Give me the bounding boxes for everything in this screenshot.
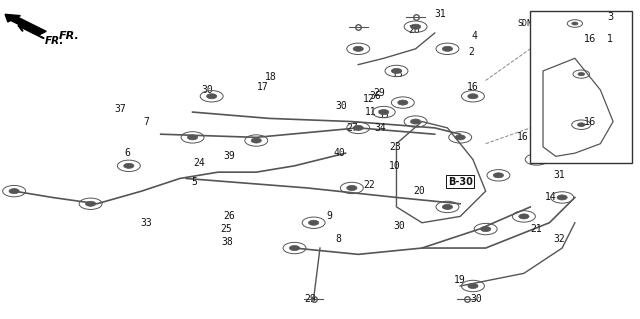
Text: 10: 10 [388,161,401,171]
Text: 32: 32 [553,234,565,243]
Circle shape [347,185,357,190]
Text: 30: 30 [202,85,213,95]
Text: 17: 17 [257,82,269,92]
Text: 20: 20 [413,186,426,196]
Circle shape [442,46,452,51]
Text: 40: 40 [333,148,345,158]
Text: 4: 4 [471,31,477,41]
Circle shape [379,109,389,115]
Text: 23: 23 [389,142,401,152]
Text: 16: 16 [584,107,596,117]
Text: 37: 37 [114,104,126,114]
Circle shape [251,138,261,143]
Bar [531,11,632,163]
Text: 33: 33 [141,218,152,228]
Circle shape [572,22,578,25]
Circle shape [442,204,452,210]
Text: 21: 21 [531,224,543,234]
Text: 1: 1 [607,34,613,44]
Text: 7: 7 [144,116,150,127]
Text: 11: 11 [365,107,377,117]
Circle shape [493,173,504,178]
Circle shape [353,46,364,51]
Text: 25: 25 [220,224,232,234]
Text: 12: 12 [363,94,375,104]
Text: 39: 39 [223,151,235,161]
Text: 38: 38 [221,237,234,247]
Text: 24: 24 [193,158,205,168]
Circle shape [308,220,319,225]
Text: B-30: B-30 [448,177,472,187]
Text: 16: 16 [467,82,479,92]
Circle shape [410,24,420,29]
Circle shape [9,189,19,194]
Text: 5: 5 [191,177,196,187]
Circle shape [519,214,529,219]
Text: 35: 35 [378,110,390,120]
Text: FR.: FR. [59,31,79,41]
Circle shape [392,69,401,73]
Text: 3: 3 [607,12,613,22]
Circle shape [563,113,573,118]
Text: 30: 30 [470,293,482,304]
Circle shape [557,195,567,200]
Circle shape [544,132,554,137]
Text: 15: 15 [557,148,569,158]
Text: 31: 31 [434,9,445,19]
Text: 34: 34 [374,123,386,133]
Circle shape [86,201,96,206]
Text: FR.: FR. [45,36,64,46]
Circle shape [207,94,217,99]
Text: 16: 16 [584,34,596,44]
Text: 14: 14 [545,192,557,203]
Text: 6: 6 [124,148,130,158]
Text: 19: 19 [454,275,466,285]
Text: 36: 36 [369,91,381,101]
Circle shape [397,100,408,105]
Text: 16: 16 [584,34,596,44]
Text: 8: 8 [335,234,340,243]
Text: 26: 26 [223,211,235,221]
FancyArrow shape [5,14,46,35]
Text: 30: 30 [394,221,406,231]
Circle shape [468,94,478,99]
Text: 30: 30 [335,101,347,111]
Text: 3: 3 [607,12,613,22]
Text: 18: 18 [265,72,277,82]
Circle shape [455,135,465,140]
Circle shape [532,157,541,162]
Circle shape [124,163,134,168]
Text: 9: 9 [326,211,333,221]
Circle shape [577,123,585,127]
Circle shape [410,119,420,124]
Text: 16: 16 [584,116,596,127]
Circle shape [188,135,198,140]
Text: 22: 22 [363,180,375,190]
Circle shape [289,246,300,250]
Circle shape [468,284,478,288]
Text: 31: 31 [553,170,565,180]
Text: 1: 1 [607,34,613,44]
Text: 29: 29 [373,88,385,98]
Text: 29: 29 [304,293,316,304]
Text: 28: 28 [408,25,420,35]
Text: 27: 27 [347,123,358,133]
Circle shape [481,226,491,232]
Text: 2: 2 [468,47,475,57]
Text: SDN4-B2900A: SDN4-B2900A [518,19,573,28]
Text: 16: 16 [516,132,529,142]
Circle shape [578,72,584,76]
Circle shape [353,125,364,130]
Text: 13: 13 [392,69,404,79]
